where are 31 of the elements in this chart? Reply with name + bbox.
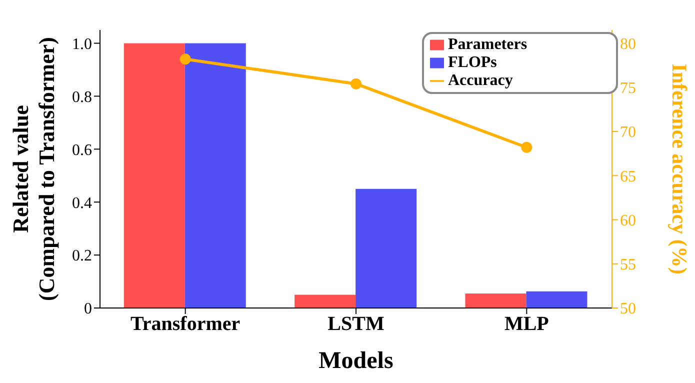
y2-tick-label: 80	[620, 36, 636, 53]
y-tick-label: 0	[84, 300, 92, 318]
legend-label: Accuracy	[448, 72, 513, 89]
y2-axis-title: Inference accuracy (%)	[668, 64, 692, 274]
y-tick-label: 0.8	[72, 88, 92, 106]
bar	[124, 43, 185, 308]
x-tick-label: LSTM	[328, 313, 384, 336]
bar	[526, 291, 588, 308]
y2-tick-label: 75	[620, 80, 636, 98]
bar	[294, 294, 356, 308]
bar	[356, 188, 417, 308]
legend-label: Parameters	[448, 36, 528, 53]
y-axis-title: Related value (Compared to Transformer)	[8, 37, 59, 301]
y2-tick-label: 70	[620, 124, 636, 142]
y-tick-label: 1.0	[72, 36, 92, 53]
point	[521, 142, 532, 153]
bar	[184, 43, 246, 308]
x-tick-label: MLP	[504, 313, 549, 336]
x-tick-label: Transformer	[130, 313, 240, 336]
y2-tick-label: 65	[620, 168, 636, 186]
legend-label: FLOPs	[448, 54, 497, 71]
y-tick-label: 0.6	[72, 142, 92, 159]
y-tick-label: 0.2	[72, 248, 92, 265]
y2-tick-label: 60	[620, 212, 636, 230]
point	[350, 78, 362, 90]
x-axis-title: Models	[318, 348, 394, 374]
y2-tick-label: 50	[620, 300, 636, 318]
y2-tick-label: 55	[620, 256, 636, 274]
bar	[465, 293, 526, 308]
point	[180, 54, 191, 65]
y-tick-label: 0.4	[72, 194, 92, 212]
